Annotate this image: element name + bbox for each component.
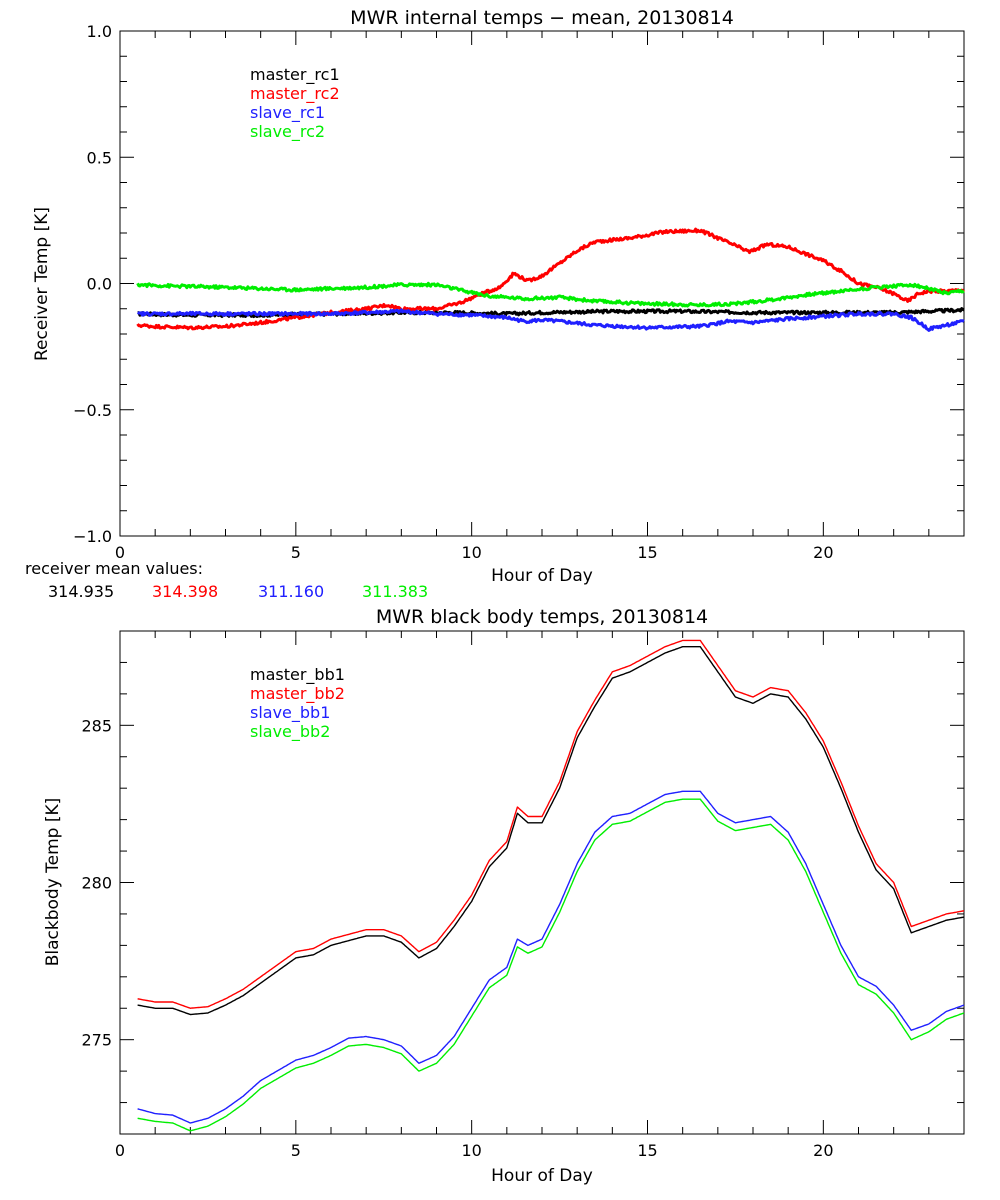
mean-value-slave-rc2: 311.383 xyxy=(362,582,428,601)
legend-slave-rc1: slave_rc1 xyxy=(250,103,325,123)
blackbody-series-master-bb2 xyxy=(137,639,965,1009)
blackbody-series-lines xyxy=(137,639,965,1132)
receiver-temp-chart: MWR internal temps − mean, 20130814 0 5 10… xyxy=(25,7,965,601)
blackbody-legend: master_bb1 master_bb2 slave_bb1 slave_bb… xyxy=(250,665,345,742)
receiver-mean-values: receiver mean values: 314.935 314.398 31… xyxy=(25,559,428,601)
blackbody-temp-chart: MWR black body temps, 20130814 0 5 10 15 20 2… xyxy=(43,606,965,1186)
legend-slave-rc2: slave_rc2 xyxy=(250,122,325,142)
blackbody-series-slave-bb2 xyxy=(137,798,965,1132)
receiver-x-tick-label: 10 xyxy=(461,543,481,562)
receiver-tick-labels: 0 5 10 15 20 −1.0 −0.5 0.0 0.5 1.0 xyxy=(73,22,833,562)
receiver-plot-frame xyxy=(119,30,965,537)
receiver-y-tick-label: 0.5 xyxy=(87,148,112,167)
blackbody-y-axis-label: Blackbody Temp [K] xyxy=(43,798,63,967)
legend-master-rc1: master_rc1 xyxy=(250,65,340,85)
blackbody-x-tick-label: 5 xyxy=(291,1141,301,1160)
receiver-series-slave-rc1 xyxy=(137,308,965,332)
blackbody-y-tick-label: 285 xyxy=(81,716,112,735)
receiver-y-tick-label: −1.0 xyxy=(73,527,112,546)
blackbody-y-tick-label: 275 xyxy=(81,1031,112,1050)
mean-value-master-rc2: 314.398 xyxy=(152,582,218,601)
legend-master-bb1: master_bb1 xyxy=(250,665,345,685)
mean-value-master-rc1: 314.935 xyxy=(48,582,114,601)
blackbody-chart-title: MWR black body temps, 20130814 xyxy=(376,606,708,628)
receiver-tick-marks xyxy=(119,30,965,537)
receiver-y-axis-label: Receiver Temp [K] xyxy=(32,207,52,361)
receiver-series-slave-rc2 xyxy=(136,281,965,308)
receiver-x-tick-label: 15 xyxy=(637,543,657,562)
blackbody-y-tick-label: 280 xyxy=(81,874,112,893)
mean-values-label: receiver mean values: xyxy=(25,559,203,578)
receiver-x-tick-label: 5 xyxy=(291,543,301,562)
receiver-y-tick-label: 1.0 xyxy=(87,22,112,41)
receiver-legend: master_rc1 master_rc2 slave_rc1 slave_rc… xyxy=(250,65,340,142)
receiver-x-tick-label: 20 xyxy=(813,543,833,562)
blackbody-series-master-bb1 xyxy=(137,646,965,1016)
receiver-x-tick-label: 0 xyxy=(115,543,125,562)
blackbody-x-axis-label: Hour of Day xyxy=(491,1166,593,1186)
blackbody-tick-marks xyxy=(119,630,965,1135)
blackbody-series-slave-bb1 xyxy=(137,790,965,1124)
blackbody-plot-frame xyxy=(119,630,965,1135)
blackbody-x-tick-label: 0 xyxy=(115,1141,125,1160)
mean-value-slave-rc1: 311.160 xyxy=(258,582,324,601)
legend-slave-bb2: slave_bb2 xyxy=(250,722,330,742)
blackbody-x-tick-label: 20 xyxy=(813,1141,833,1160)
receiver-y-tick-label: 0.0 xyxy=(87,275,112,294)
receiver-series-lines xyxy=(136,227,965,332)
legend-master-bb2: master_bb2 xyxy=(250,684,345,704)
receiver-chart-title: MWR internal temps − mean, 20130814 xyxy=(350,7,734,29)
blackbody-x-tick-label: 15 xyxy=(637,1141,657,1160)
receiver-y-tick-label: −0.5 xyxy=(73,401,112,420)
blackbody-tick-labels: 0 5 10 15 20 275 280 285 xyxy=(81,716,833,1160)
legend-slave-bb1: slave_bb1 xyxy=(250,703,330,723)
receiver-series-master-rc2 xyxy=(136,227,965,331)
receiver-x-axis-label: Hour of Day xyxy=(491,566,593,586)
blackbody-x-tick-label: 10 xyxy=(461,1141,481,1160)
legend-master-rc2: master_rc2 xyxy=(250,84,340,104)
